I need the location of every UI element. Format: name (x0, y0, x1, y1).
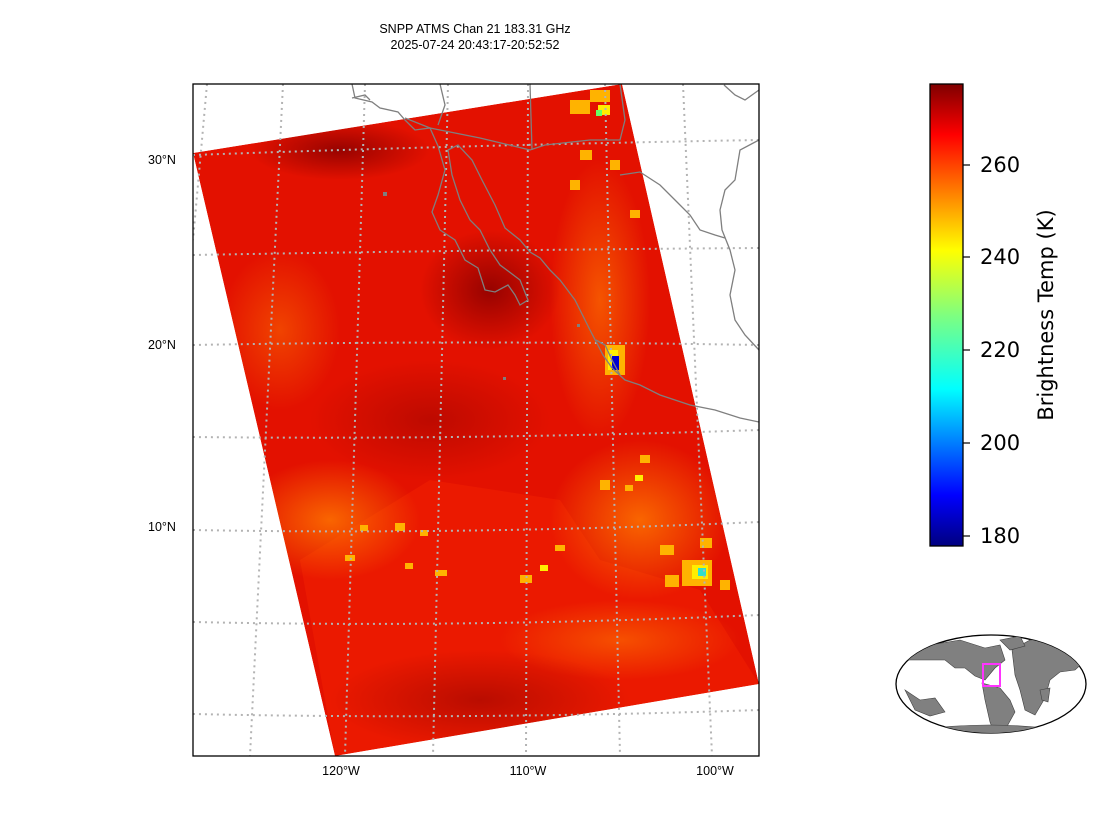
map-plot-area (193, 84, 759, 756)
lon-label-100w: 100°W (696, 764, 734, 778)
lat-label-30n: 30°N (148, 153, 176, 167)
graticule (193, 84, 759, 756)
lat-label-10n: 10°N (148, 520, 176, 534)
lon-label-110w: 110°W (509, 764, 547, 778)
map-frame (192, 83, 760, 757)
lat-label-20n: 20°N (148, 338, 176, 352)
colorbar-tick-180: 180 (980, 524, 1021, 548)
colorbar-tick-240: 240 (980, 245, 1021, 269)
plot-title-line1: SNPP ATMS Chan 21 183.31 GHz (379, 22, 571, 36)
swath-image (193, 84, 759, 756)
inset-locator-globe (895, 634, 1087, 734)
colorbar-tick-200: 200 (980, 431, 1021, 455)
lon-label-120w: 120°W (322, 764, 360, 778)
colorbar-label: Brightness Temp (K) (1034, 209, 1058, 421)
colorbar-tick-220: 220 (980, 338, 1021, 362)
coastlines (351, 84, 759, 423)
colorbar-tick-260: 260 (980, 153, 1021, 177)
plot-title-line2: 2025-07-24 20:43:17-20:52:52 (390, 38, 560, 52)
inset-highlight-box (982, 663, 1001, 687)
colorbar (929, 83, 970, 547)
